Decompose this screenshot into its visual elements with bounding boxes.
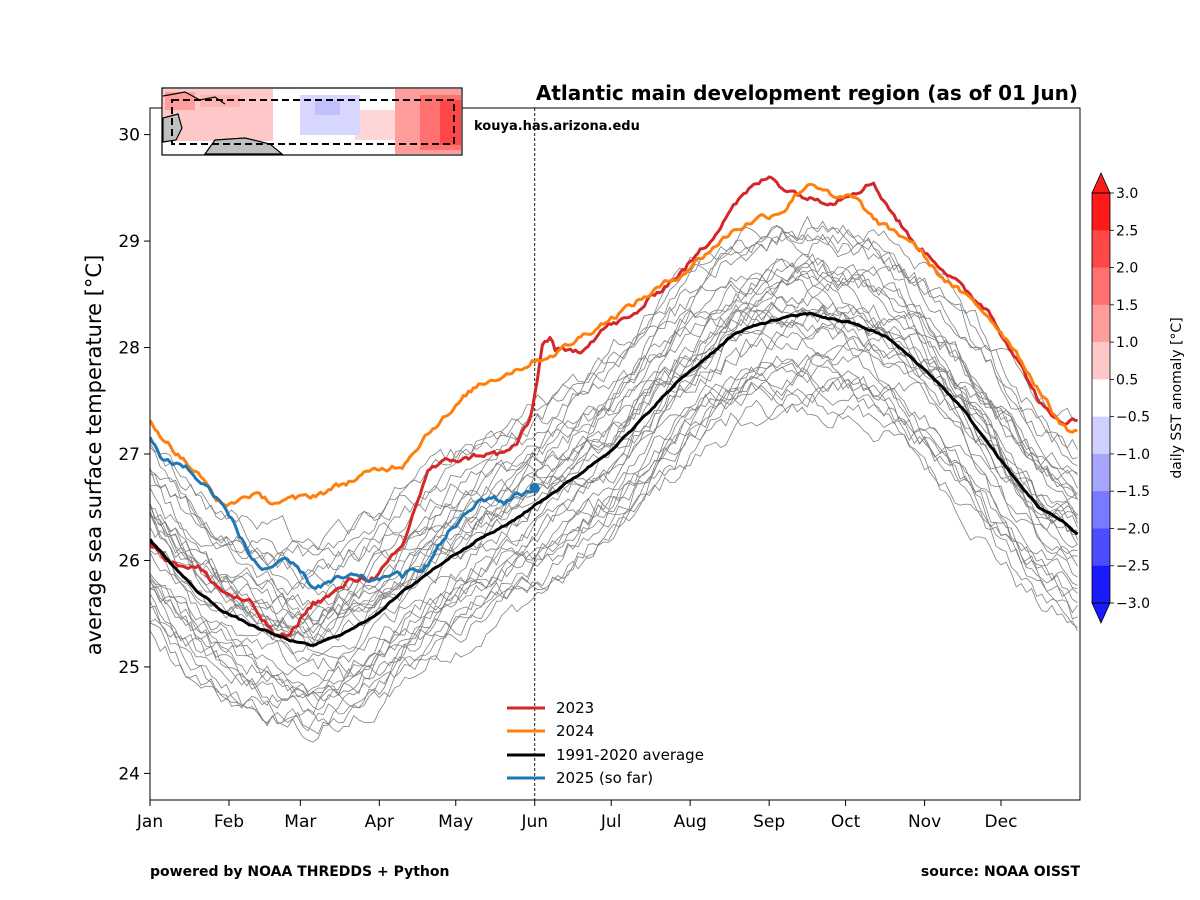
y-tick-label: 27 [118,445,140,465]
footer-left: powered by NOAA THREDDS + Python [150,864,449,880]
past-year-line [150,354,1078,697]
past-year-line [150,367,1078,702]
chart-title: Atlantic main development region (as of … [536,81,1078,105]
y-tick-label: 28 [118,339,140,359]
past-year-line [150,393,1078,743]
plot-area-frame [149,107,1081,801]
past-year-line [150,296,1078,642]
past-year-line [150,225,1078,590]
inset-map-mdr-box [171,99,455,145]
colorbar-tick-label: −3.0 [1116,596,1150,612]
colorbar-segment [1092,379,1110,418]
x-tick-label: Sep [753,812,785,832]
past-year-line [150,278,1078,625]
x-tick-label: Dec [985,812,1018,832]
x-tick-label: Aug [674,812,707,832]
colorbar-tick-label: 1.0 [1116,335,1138,351]
past-year-line [150,306,1078,641]
series-line-2025-so-far- [150,436,536,590]
y-axis-label: average sea surface temperature [°C] [82,255,106,656]
series-line-1991-2020-average [150,311,1079,647]
colorbar-segment [1092,193,1110,231]
colorbar-segment [1092,342,1110,380]
y-tick-label: 30 [118,126,140,146]
x-tick-label: Jul [600,812,622,832]
colorbar-tick-label: 2.5 [1116,223,1138,239]
series-line-2024 [150,182,1078,508]
past-year-line [150,253,1078,609]
y-tick-label: 26 [118,551,140,571]
x-tick-label: Apr [365,812,394,832]
colorbar-segment [1092,528,1110,567]
legend: 2023 2024 1991-2020 average 2025 (so far… [507,699,704,787]
legend-label-2025: 2025 (so far) [556,769,653,787]
colorbar-label: daily SST anomaly [°C] [1169,317,1185,478]
past-year-line [150,274,1078,645]
y-tick-label: 24 [118,764,140,784]
past-year-line [150,261,1078,611]
inset-map-land [162,91,284,155]
past-year-line [150,224,1078,562]
past-year-line [150,370,1078,735]
colorbar-tick-label: 2.0 [1116,261,1138,277]
past-year-line [150,215,1078,590]
watermark-text: kouya.has.arizona.edu [474,119,640,134]
colorbar-segment [1092,453,1110,492]
colorbar: 3.0 2.5 2.0 1.5 1.0 0.5 −0.5 −1.0 −1.5 −2.0 −2.5 −3… [1091,172,1150,624]
legend-label-2024: 2024 [556,722,594,740]
past-year-line [150,266,1078,597]
colorbar-segment [1092,491,1110,529]
y-tick-label: 25 [118,658,140,678]
past-year-line [150,372,1078,716]
x-tick-label: Oct [831,812,861,832]
y-axis: 24 25 26 27 28 29 30 [118,126,150,784]
past-year-line [150,370,1078,733]
past-year-line [150,231,1078,551]
colorbar-tick-label: −1.0 [1116,447,1150,463]
past-year-line [150,272,1078,633]
colorbar-segment [1092,267,1110,306]
colorbar-frame [1091,192,1111,604]
x-tick-label: Jan [136,812,163,832]
footer-right: source: NOAA OISST [921,864,1081,880]
x-tick-label: Mar [284,812,316,832]
background-years-group [150,215,1078,743]
past-year-line [150,258,1078,634]
legend-label-2023: 2023 [556,699,594,717]
past-year-line [150,301,1078,663]
x-axis: Jan Feb Mar Apr May Jun Jul Aug Sep Oct Nov Dec [136,800,1018,832]
colorbar-tick-label: −2.0 [1116,521,1150,537]
colorbar-segment [1092,416,1110,455]
past-year-line [150,220,1078,557]
y-tick-label: 29 [118,232,140,252]
colorbar-tick-label: 1.5 [1116,298,1138,314]
main-series-group [150,175,1079,647]
colorbar-tick-label: 0.5 [1116,372,1138,388]
colorbar-tick-label: −2.5 [1116,559,1150,575]
past-year-line [150,327,1078,681]
series-2025-end-marker [529,483,540,494]
colorbar-tick-label: −0.5 [1116,410,1150,426]
colorbar-segment [1092,565,1110,604]
x-tick-label: Feb [214,812,244,832]
x-tick-label: Jun [520,812,548,832]
legend-label-average: 1991-2020 average [556,746,704,764]
past-year-line [150,403,1078,732]
inset-map [161,87,463,156]
past-year-line [150,319,1078,677]
colorbar-min-extension [1091,602,1111,624]
past-year-line [150,306,1078,655]
colorbar-segment [1092,304,1110,343]
colorbar-tick-label: −1.5 [1116,484,1150,500]
inset-map-anomaly-cool [300,95,360,135]
colorbar-max-extension [1091,172,1111,194]
x-tick-label: Nov [908,812,941,832]
colorbar-segment [1092,230,1110,269]
colorbar-tick-label: 3.0 [1116,186,1138,202]
x-tick-label: May [438,812,473,832]
